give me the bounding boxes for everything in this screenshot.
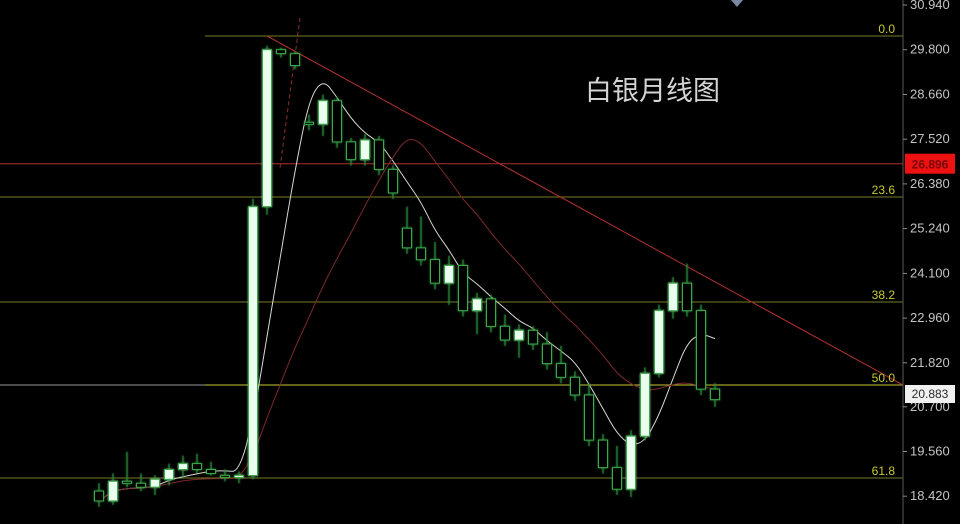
svg-text:21.820: 21.820 bbox=[910, 355, 950, 370]
svg-text:25.240: 25.240 bbox=[910, 221, 950, 236]
svg-text:30.940: 30.940 bbox=[910, 0, 950, 12]
svg-text:23.6: 23.6 bbox=[872, 183, 896, 197]
svg-text:22.960: 22.960 bbox=[910, 310, 950, 325]
svg-text:38.2: 38.2 bbox=[872, 288, 896, 302]
svg-text:白银月线图: 白银月线图 bbox=[585, 76, 720, 106]
svg-text:50.0: 50.0 bbox=[872, 371, 896, 385]
svg-text:28.660: 28.660 bbox=[910, 87, 950, 102]
svg-text:26.896: 26.896 bbox=[912, 158, 949, 172]
svg-text:26.380: 26.380 bbox=[910, 176, 950, 191]
svg-text:18.420: 18.420 bbox=[910, 488, 950, 503]
svg-text:61.8: 61.8 bbox=[872, 464, 896, 478]
svg-text:29.800: 29.800 bbox=[910, 42, 950, 57]
svg-text:27.520: 27.520 bbox=[910, 131, 950, 146]
svg-text:0.0: 0.0 bbox=[878, 22, 895, 36]
svg-text:24.100: 24.100 bbox=[910, 265, 950, 280]
svg-text:20.883: 20.883 bbox=[912, 387, 949, 401]
svg-text:19.560: 19.560 bbox=[910, 444, 950, 459]
